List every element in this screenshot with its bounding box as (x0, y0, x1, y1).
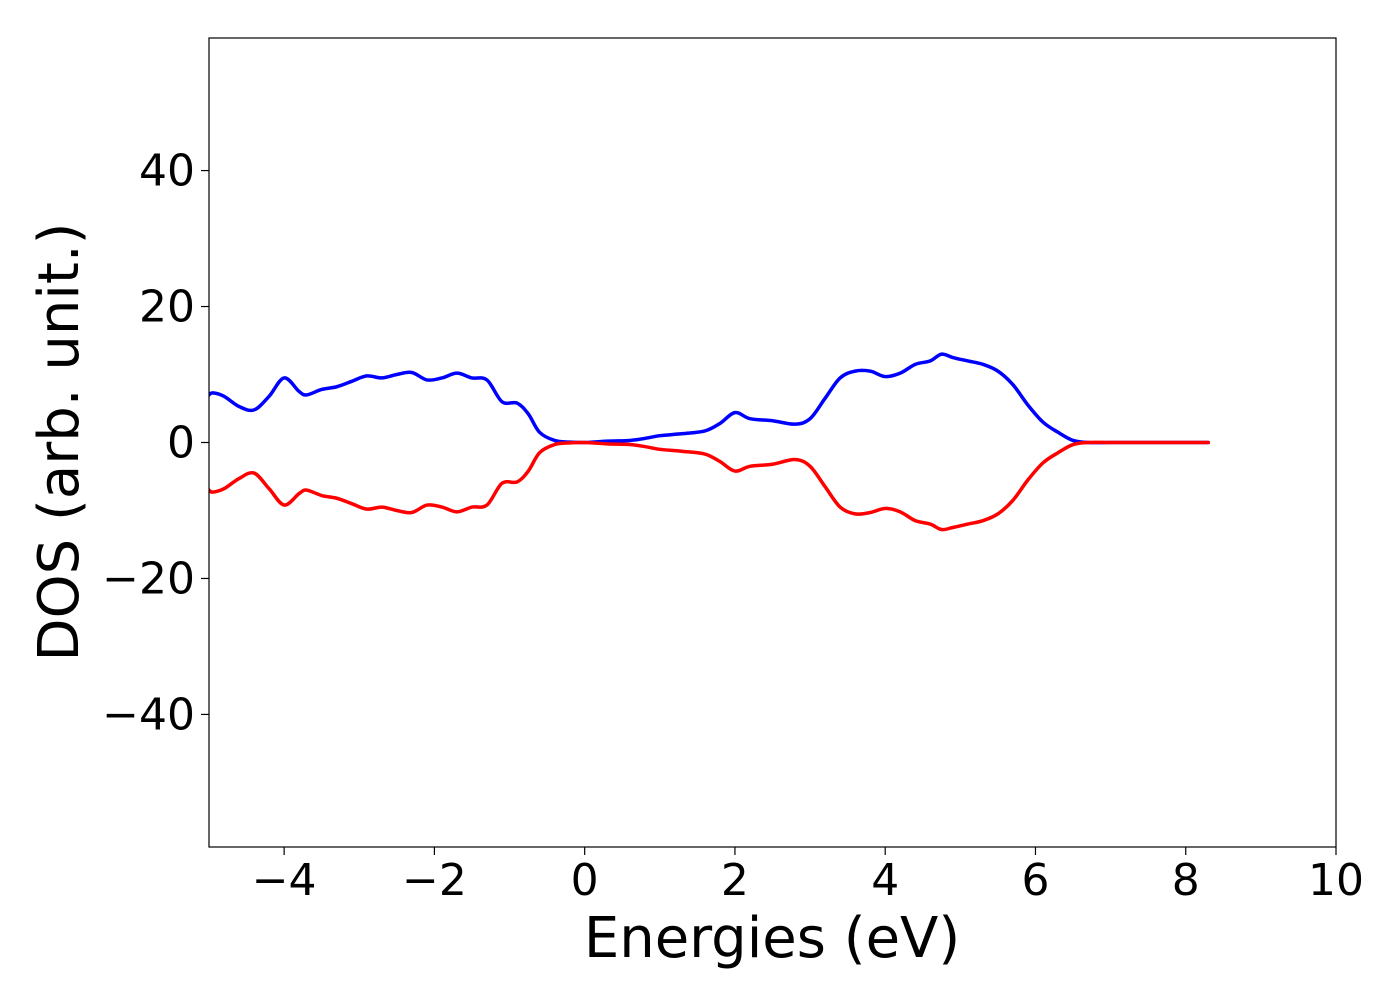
x-tick-label: 10 (1308, 855, 1364, 906)
y-tick-label: 40 (139, 146, 195, 197)
x-tick-label: −2 (402, 855, 467, 906)
y-tick-label: 20 (139, 282, 195, 333)
series-line-2 (209, 440, 1211, 532)
y-tick-label: −20 (102, 553, 195, 604)
x-tick-label: 8 (1172, 855, 1200, 906)
y-axis-ticks: 40 20 0 −20 −40 (102, 146, 209, 740)
x-axis-title: Energies (eV) (584, 906, 960, 971)
x-tick-label: 6 (1021, 855, 1049, 906)
series-line-1 (209, 352, 1211, 445)
x-axis-ticks: −4 −2 0 2 4 6 8 10 (252, 847, 1364, 906)
x-tick-label: 0 (571, 855, 599, 906)
x-tick-label: 2 (721, 855, 749, 906)
x-tick-label: −4 (252, 855, 317, 906)
y-tick-label: 0 (167, 418, 195, 469)
y-tick-label: −40 (102, 689, 195, 740)
series-layer (209, 352, 1211, 532)
x-tick-label: 4 (871, 855, 899, 906)
y-axis-title: DOS (arb. unit.) (27, 222, 92, 661)
